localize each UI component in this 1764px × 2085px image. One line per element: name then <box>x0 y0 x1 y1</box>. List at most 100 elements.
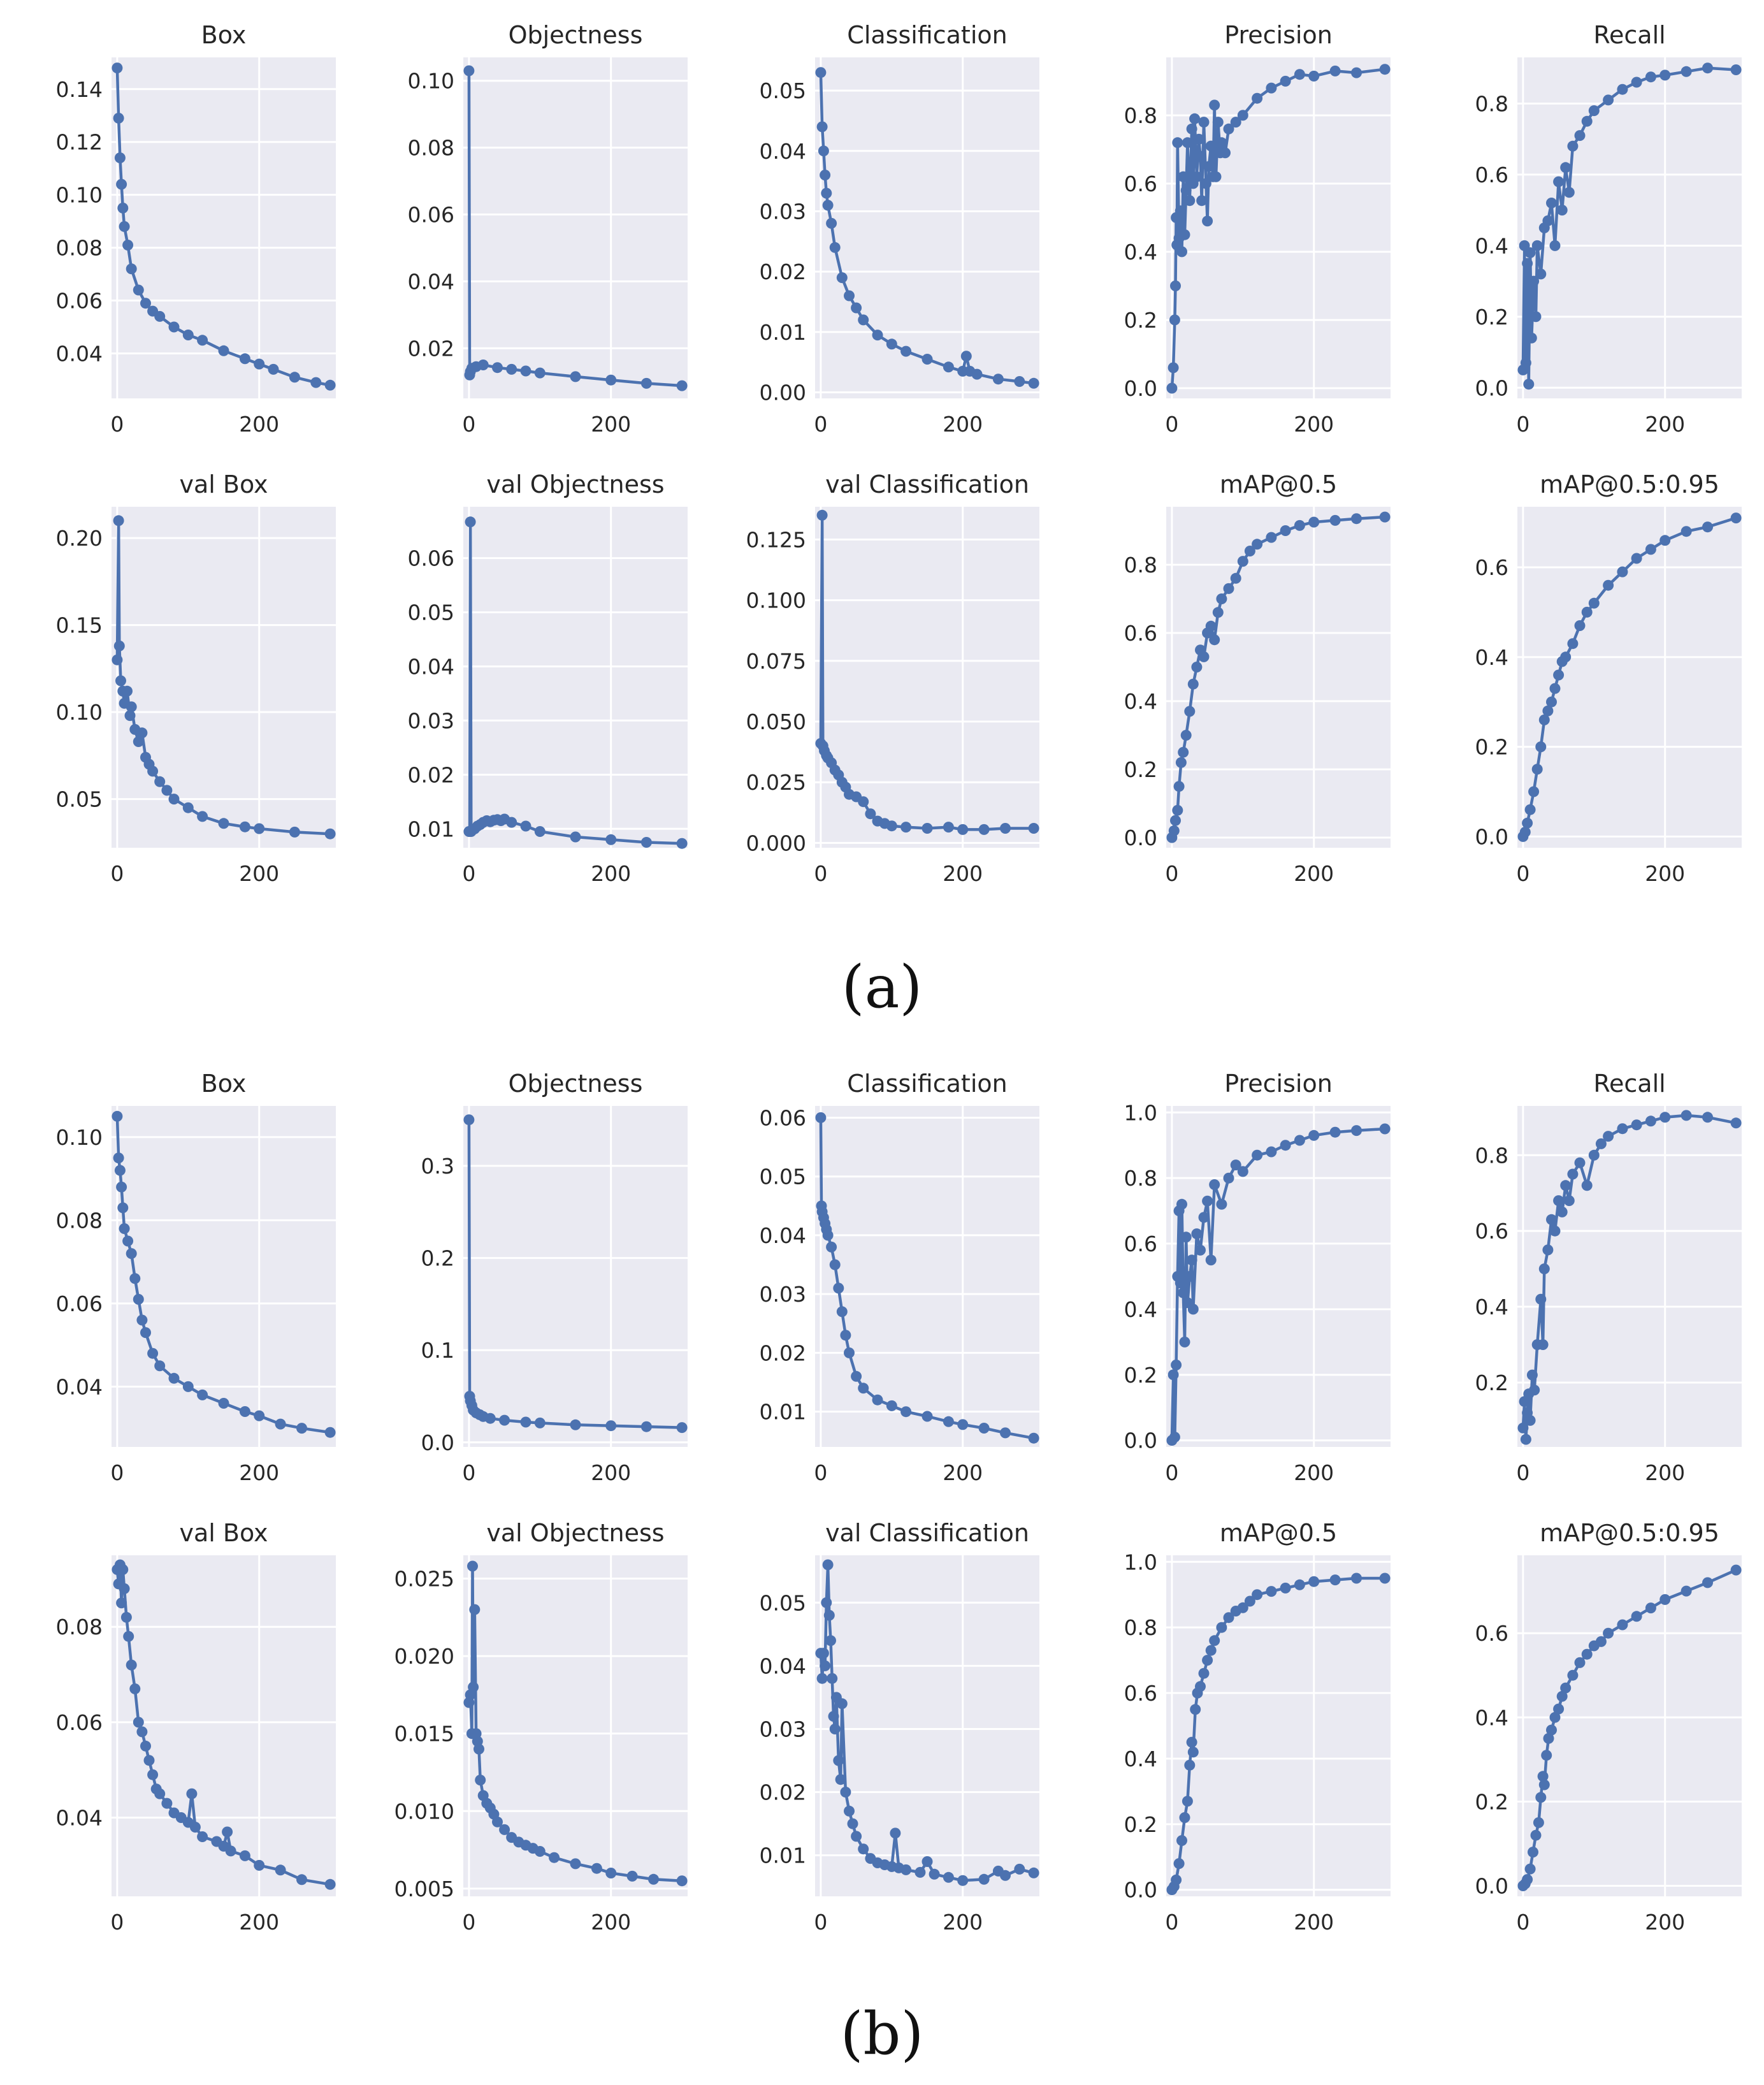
chart-a-8-ytick-4: 0.8 <box>1124 553 1157 578</box>
chart-a-8-xtick-0: 0 <box>1165 861 1178 886</box>
chart-a-1-ytick-3: 0.08 <box>408 136 454 161</box>
chart-b-8-ytick-3: 0.6 <box>1124 1681 1157 1706</box>
chart-a-0-point-1 <box>113 112 124 124</box>
chart-a-9-point-14 <box>1567 638 1579 650</box>
chart-b-2-point-21 <box>978 1423 990 1434</box>
chart-b-7-point-2 <box>818 1648 829 1659</box>
chart-a-2-point-2 <box>818 145 829 157</box>
chart-a-9-xtick-1: 200 <box>1645 861 1685 886</box>
chart-b-1-ytick-1: 0.1 <box>421 1338 454 1363</box>
chart-a-9-point-20 <box>1631 553 1642 564</box>
chart-a-1-ytick-0: 0.02 <box>408 336 454 361</box>
chart-b-6-ytick-4: 0.025 <box>394 1566 454 1591</box>
chart-a-8-point-2 <box>1170 815 1181 826</box>
chart-b-2-ytick-3: 0.04 <box>760 1223 806 1248</box>
chart-a-9-point-15 <box>1574 620 1586 631</box>
chart-b-2-ytick-1: 0.02 <box>760 1340 806 1365</box>
chart-a-8-point-23 <box>1266 532 1277 543</box>
chart-b-7-point-29 <box>929 1868 940 1880</box>
chart-a-5-ytick-2: 0.15 <box>56 613 103 638</box>
chart-b-9-point-11 <box>1543 1733 1554 1744</box>
chart-a-7-ytick-3: 0.075 <box>746 649 806 674</box>
chart-b-8-ytick-1: 0.2 <box>1124 1812 1157 1837</box>
chart-a-2-point-8 <box>836 272 848 284</box>
chart-b-4-point-12 <box>1542 1244 1554 1256</box>
chart-a-3: 0 200 0.0 0.2 0.4 0.6 0.8 Precision <box>1124 21 1391 437</box>
chart-b-7-point-19 <box>858 1843 869 1855</box>
chart-b-7-point-35 <box>1014 1863 1025 1875</box>
chart-a-1-point-8 <box>520 365 531 377</box>
chart-a-2-point-4 <box>821 187 832 199</box>
chart-a-4-ytick-2: 0.4 <box>1475 233 1508 258</box>
chart-b-9-point-10 <box>1541 1750 1552 1761</box>
chart-a-9-title: mAP@0.5:0.95 <box>1540 470 1719 498</box>
chart-b-3-point-32 <box>1379 1123 1391 1135</box>
chart-b-6-ytick-1: 0.010 <box>394 1799 454 1824</box>
chart-b-4-point-14 <box>1549 1225 1561 1237</box>
chart-a-9-point-7 <box>1538 714 1550 725</box>
chart-a-2-point-16 <box>943 361 954 373</box>
chart-a-3-point-25 <box>1203 161 1215 172</box>
chart-b-7-point-30 <box>943 1871 954 1883</box>
chart-a-8-point-15 <box>1209 634 1220 646</box>
chart-b-8-plot-area <box>1166 1555 1391 1896</box>
chart-a-8-ytick-1: 0.2 <box>1124 757 1157 782</box>
chart-b-5-point-29 <box>254 1859 265 1871</box>
chart-b-8-point-15 <box>1205 1645 1217 1656</box>
chart-b-4-point-30 <box>1702 1112 1713 1123</box>
chart-a-9-point-3 <box>1524 804 1536 815</box>
chart-b-4: 0 200 0.2 0.4 0.6 0.8 Recall <box>1475 1070 1742 1485</box>
chart-a-7-ytick-0: 0.000 <box>746 831 806 855</box>
chart-a-8-point-29 <box>1379 511 1391 523</box>
chart-b-8-xtick-1: 200 <box>1294 1910 1334 1935</box>
chart-b-4-point-11 <box>1538 1263 1550 1275</box>
chart-a-8-point-17 <box>1216 593 1227 604</box>
chart-b-2-point-13 <box>851 1370 862 1382</box>
chart-b-0-point-20 <box>275 1418 286 1430</box>
chart-b-6-point-24 <box>605 1868 617 1878</box>
chart-a-8-plot-area <box>1166 507 1391 848</box>
chart-b-4-point-15 <box>1553 1195 1565 1207</box>
chart-a-3-point-13 <box>1182 137 1193 149</box>
chart-a-2-point-18 <box>960 351 972 362</box>
chart-a-7-ytick-1: 0.025 <box>746 770 806 795</box>
chart-a-5-point-15 <box>154 776 166 787</box>
chart-a-3-point-30 <box>1212 117 1224 128</box>
chart-b-1-xtick-0: 0 <box>462 1460 475 1485</box>
chart-a-3-point-1 <box>1168 362 1179 374</box>
chart-b-7-point-14 <box>836 1698 848 1710</box>
chart-a-3-point-15 <box>1186 123 1197 134</box>
chart-a-4-point-21 <box>1581 115 1593 127</box>
chart-a-5-ytick-1: 0.10 <box>56 700 103 725</box>
chart-a-5-point-6 <box>122 685 133 697</box>
chart-b-5-point-10 <box>133 1717 144 1728</box>
chart-a-2-point-14 <box>900 345 912 357</box>
chart-b-6-xtick-0: 0 <box>462 1910 475 1935</box>
chart-b-3-plot-area <box>1166 1106 1391 1447</box>
chart-b-2-point-18 <box>922 1411 933 1422</box>
chart-b-0-point-8 <box>129 1273 141 1284</box>
chart-a-9-point-19 <box>1617 566 1628 578</box>
chart-b-8: 0 200 0.0 0.2 0.4 0.6 0.8 1.0 mAP@0.5 <box>1124 1519 1391 1935</box>
chart-b-5-point-16 <box>154 1788 166 1799</box>
chart-a-4-title: Recall <box>1593 21 1665 49</box>
chart-a-3-ytick-1: 0.2 <box>1124 308 1157 333</box>
chart-a-0-point-9 <box>140 298 151 309</box>
chart-a-2-point-9 <box>844 290 855 301</box>
chart-a-2-ytick-3: 0.03 <box>760 199 806 224</box>
chart-a-0-point-12 <box>168 321 180 333</box>
chart-b-9-ytick-2: 0.4 <box>1475 1705 1508 1730</box>
chart-a-7-point-20 <box>943 822 954 833</box>
chart-a-4-xtick-1: 200 <box>1645 412 1685 437</box>
chart-a-6-plot-area <box>463 507 688 848</box>
chart-b-1-plot-area <box>463 1106 688 1447</box>
chart-a-5-ytick-0: 0.05 <box>56 787 103 812</box>
chart-b-8-point-4 <box>1176 1835 1187 1846</box>
chart-b-0-xtick-0: 0 <box>110 1460 124 1485</box>
chart-b-9-point-5 <box>1530 1829 1542 1841</box>
chart-b-3-point-14 <box>1187 1304 1199 1315</box>
chart-b-1-point-10 <box>520 1416 531 1428</box>
chart-b-3-point-24 <box>1237 1166 1248 1177</box>
chart-b-3-ytick-4: 0.8 <box>1124 1166 1157 1191</box>
